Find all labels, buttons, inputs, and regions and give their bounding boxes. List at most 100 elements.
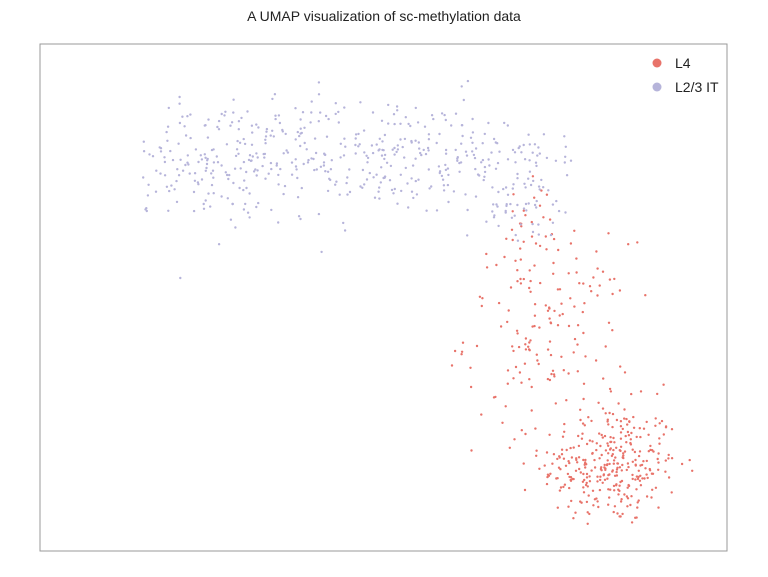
point-l2-3-it: [555, 199, 558, 203]
point-l2-3-it: [159, 150, 163, 153]
point-l2-3-it: [533, 203, 537, 207]
point-l2-3-it: [504, 209, 507, 213]
point-l2-3-it: [327, 117, 330, 121]
point-l2-3-it: [458, 161, 461, 165]
point-l2-3-it: [175, 200, 179, 204]
point-l2-3-it: [249, 159, 253, 163]
point-l4: [635, 435, 638, 439]
point-l4: [688, 458, 691, 462]
point-l2-3-it: [210, 172, 213, 175]
point-l2-3-it: [362, 129, 366, 132]
point-l4: [580, 437, 584, 440]
point-l4: [497, 301, 501, 305]
point-l2-3-it: [497, 224, 500, 228]
point-l4: [599, 475, 602, 478]
point-l4: [582, 382, 586, 385]
point-l4: [647, 450, 650, 453]
point-l4: [603, 463, 606, 467]
point-l4: [618, 489, 621, 493]
point-l2-3-it: [423, 125, 427, 128]
point-l4: [530, 235, 534, 238]
point-l2-3-it: [200, 158, 204, 161]
point-l4: [648, 467, 651, 471]
point-l4: [607, 452, 610, 455]
point-l2-3-it: [199, 154, 202, 157]
point-l2-3-it: [345, 181, 348, 185]
point-l4: [601, 270, 605, 273]
point-l4: [646, 476, 649, 480]
point-l4: [615, 474, 619, 477]
point-l2-3-it: [216, 161, 220, 164]
point-l4: [618, 289, 622, 292]
point-l4: [584, 458, 587, 462]
point-l4: [519, 247, 522, 250]
point-l4: [563, 422, 566, 426]
point-l2-3-it: [428, 187, 431, 190]
point-l4: [554, 402, 557, 405]
point-l2-3-it: [210, 148, 214, 152]
point-l2-3-it: [481, 142, 484, 145]
point-l4: [616, 512, 619, 515]
point-l2-3-it: [154, 190, 158, 193]
point-l4: [548, 306, 551, 309]
point-l4: [582, 331, 585, 335]
point-l4: [509, 286, 513, 289]
point-l4: [524, 348, 528, 351]
point-l4: [615, 446, 618, 449]
point-l4: [516, 269, 519, 272]
point-l4: [534, 427, 537, 430]
point-l2-3-it: [237, 120, 241, 123]
point-l2-3-it: [383, 153, 387, 157]
point-l4: [557, 466, 561, 469]
point-l4: [584, 355, 587, 358]
point-l2-3-it: [447, 173, 450, 177]
point-l2-3-it: [197, 160, 200, 164]
point-l4: [519, 282, 523, 285]
point-l2-3-it: [255, 123, 258, 126]
point-l4: [586, 511, 589, 514]
point-l2-3-it: [396, 109, 399, 112]
point-l4: [563, 430, 566, 433]
point-l2-3-it: [488, 164, 491, 167]
point-l4: [611, 470, 614, 473]
point-l2-3-it: [443, 113, 446, 117]
point-l2-3-it: [178, 95, 181, 99]
point-l2-3-it: [272, 135, 275, 138]
point-l2-3-it: [516, 172, 519, 176]
point-l4: [544, 304, 547, 307]
point-l2-3-it: [255, 152, 258, 155]
point-l4: [626, 486, 629, 489]
point-l4: [622, 456, 625, 460]
point-l4: [546, 348, 550, 351]
point-l2-3-it: [322, 161, 326, 164]
point-l2-3-it: [522, 143, 525, 147]
point-l2-3-it: [237, 152, 240, 155]
point-l4: [634, 478, 637, 481]
point-l2-3-it: [513, 214, 516, 217]
point-l2-3-it: [481, 158, 485, 162]
point-l2-3-it: [303, 141, 306, 145]
point-l2-3-it: [378, 186, 381, 189]
point-l2-3-it: [306, 161, 310, 164]
point-l2-3-it: [417, 178, 420, 181]
point-l2-3-it: [444, 152, 448, 155]
point-l2-3-it: [294, 138, 297, 141]
point-l2-3-it: [525, 209, 528, 212]
point-l4: [495, 263, 498, 267]
point-l2-3-it: [444, 148, 448, 152]
point-l2-3-it: [487, 158, 490, 161]
point-l2-3-it: [178, 102, 181, 105]
point-l2-3-it: [564, 145, 567, 148]
point-l4: [564, 464, 568, 467]
point-l2-3-it: [242, 160, 246, 164]
point-l2-3-it: [168, 189, 171, 193]
point-l2-3-it: [296, 196, 300, 199]
point-l2-3-it: [415, 193, 419, 196]
point-l4: [551, 369, 555, 372]
point-l2-3-it: [399, 122, 402, 126]
point-l4: [529, 339, 532, 342]
point-l4: [622, 452, 625, 455]
point-l4: [607, 488, 610, 491]
point-l4: [567, 460, 570, 463]
point-l2-3-it: [381, 140, 384, 143]
